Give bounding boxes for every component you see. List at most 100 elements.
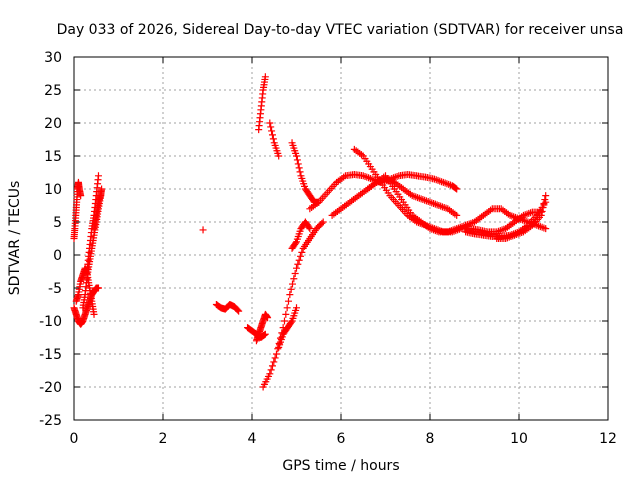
data-point bbox=[266, 119, 274, 127]
data-point bbox=[272, 350, 280, 358]
data-point bbox=[98, 185, 106, 193]
y-tick-label: 25 bbox=[44, 83, 62, 99]
data-point bbox=[284, 297, 292, 305]
series-arc-t bbox=[462, 198, 550, 241]
data-point bbox=[293, 156, 301, 164]
data-points bbox=[70, 73, 550, 391]
y-tick-labels: -25 -20 -15 -10 -5 0 5 10 15 20 25 30 bbox=[39, 50, 62, 429]
series-arc-s bbox=[364, 172, 550, 236]
data-point bbox=[305, 223, 313, 231]
data-point bbox=[268, 131, 276, 139]
y-tick-label: -15 bbox=[39, 347, 62, 363]
y-tick-label: -20 bbox=[39, 380, 62, 396]
data-point bbox=[452, 184, 460, 192]
y-tick-label: -25 bbox=[39, 413, 62, 429]
data-point bbox=[296, 168, 304, 176]
data-point bbox=[94, 172, 102, 180]
data-point bbox=[264, 314, 272, 322]
series-arc-k bbox=[266, 119, 283, 160]
data-point bbox=[453, 185, 461, 193]
x-tick-labels: 0 2 4 6 8 10 12 bbox=[70, 431, 617, 447]
data-point bbox=[77, 192, 85, 200]
x-tick-label: 6 bbox=[337, 431, 346, 447]
data-point bbox=[261, 330, 269, 338]
data-point bbox=[293, 304, 300, 312]
series-arc-f bbox=[90, 185, 106, 233]
data-point bbox=[260, 331, 268, 339]
data-point bbox=[268, 127, 276, 135]
x-tick-label: 12 bbox=[599, 431, 617, 447]
data-point bbox=[283, 304, 291, 312]
y-tick-label: 0 bbox=[53, 248, 62, 264]
y-tick-label: 15 bbox=[44, 149, 62, 165]
y-tick-label: 10 bbox=[44, 182, 62, 198]
data-point bbox=[287, 318, 295, 326]
data-point bbox=[292, 239, 300, 247]
data-point bbox=[271, 354, 279, 362]
series-arc-n bbox=[288, 139, 323, 206]
data-point bbox=[542, 192, 550, 200]
series-isolated bbox=[199, 226, 207, 234]
data-point bbox=[261, 73, 269, 81]
y-tick-label: -5 bbox=[48, 281, 62, 297]
x-tick-label: 8 bbox=[426, 431, 435, 447]
y-tick-label: 20 bbox=[44, 116, 62, 132]
data-point bbox=[280, 317, 288, 325]
x-axis-label: GPS time / hours bbox=[282, 458, 399, 474]
x-tick-label: 0 bbox=[70, 431, 79, 447]
series-arc-o bbox=[288, 218, 314, 252]
y-tick-label: 5 bbox=[53, 215, 62, 231]
data-point bbox=[306, 225, 314, 233]
y-tick-label: -10 bbox=[39, 314, 62, 330]
series-arc-m bbox=[275, 304, 300, 351]
axis-ticks bbox=[73, 56, 609, 421]
data-point bbox=[295, 256, 303, 264]
data-point bbox=[319, 218, 327, 226]
data-point bbox=[267, 366, 275, 374]
data-point bbox=[537, 211, 545, 219]
data-point bbox=[295, 164, 303, 172]
x-tick-label: 10 bbox=[510, 431, 528, 447]
x-tick-label: 2 bbox=[159, 431, 168, 447]
data-point bbox=[235, 307, 243, 315]
series-arc-b bbox=[70, 284, 102, 328]
data-point bbox=[298, 248, 306, 256]
data-point bbox=[90, 310, 98, 318]
data-point bbox=[291, 269, 299, 277]
series-arc-j bbox=[255, 73, 269, 134]
data-point bbox=[275, 152, 283, 160]
chart-title: Day 033 of 2026, Sidereal Day-to-day VTE… bbox=[57, 22, 624, 38]
series-arc-l bbox=[259, 218, 327, 391]
data-point bbox=[270, 358, 278, 366]
data-point bbox=[287, 285, 295, 293]
data-point bbox=[318, 219, 326, 227]
data-point bbox=[538, 207, 546, 215]
data-point bbox=[293, 152, 300, 160]
y-axis-label: SDTVAR / TECUs bbox=[7, 181, 23, 296]
data-point bbox=[234, 306, 242, 314]
series-arc-u bbox=[493, 192, 550, 242]
data-point bbox=[274, 345, 282, 353]
data-point bbox=[282, 310, 290, 318]
data-point bbox=[293, 264, 300, 272]
series-arc-g bbox=[212, 301, 243, 315]
data-point bbox=[297, 252, 305, 260]
data-point bbox=[290, 275, 298, 283]
data-point bbox=[266, 370, 274, 378]
data-point bbox=[288, 280, 296, 288]
series-arc-e bbox=[83, 172, 102, 272]
series-arc-a bbox=[70, 178, 85, 242]
data-point bbox=[268, 362, 276, 370]
data-point bbox=[286, 291, 294, 299]
grid-lines bbox=[74, 57, 608, 420]
data-point bbox=[540, 200, 548, 208]
series-arc-i bbox=[252, 310, 272, 345]
data-point bbox=[542, 225, 550, 233]
data-point bbox=[199, 226, 207, 234]
data-point bbox=[453, 211, 461, 219]
y-tick-label: 30 bbox=[44, 50, 62, 66]
data-point bbox=[94, 284, 102, 292]
data-point bbox=[294, 260, 302, 268]
x-tick-label: 4 bbox=[248, 431, 257, 447]
